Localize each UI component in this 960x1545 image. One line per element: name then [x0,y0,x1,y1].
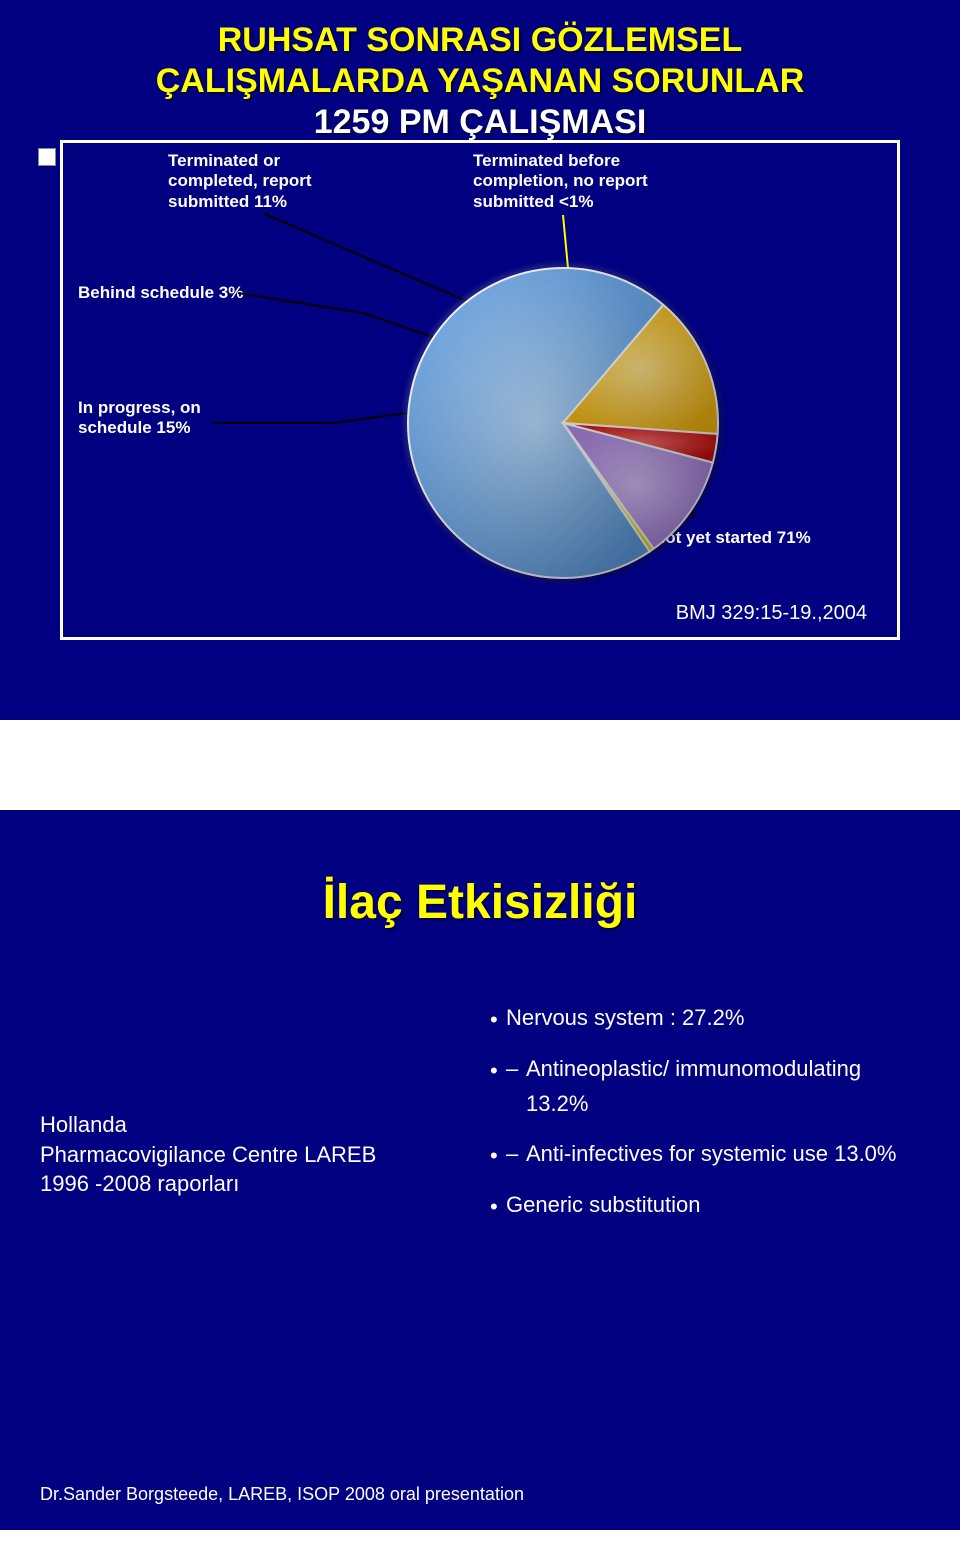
bullet-dot: • [490,1136,506,1173]
left-line-3: 1996 -2008 raporları [40,1169,376,1199]
legend-square [38,148,56,166]
slide1-title: RUHSAT SONRASI GÖZLEMSEL ÇALIŞMALARDA YA… [30,20,930,142]
slide2-left-block: Hollanda Pharmacovigilance Centre LAREB … [40,1110,376,1199]
bullet-dot: • [490,1187,506,1224]
title-line-1: RUHSAT SONRASI GÖZLEMSEL [30,20,930,61]
slide-2: İlaç Etkisizliği Hollanda Pharmacovigila… [0,810,960,1530]
title-line-2: ÇALIŞMALARDA YAŞANAN SORUNLAR [30,61,930,102]
bullet-dash: – [506,1136,526,1173]
bullet-text: Generic substitution [506,1187,920,1224]
bullet-0: •Nervous system : 27.2% [490,1000,920,1037]
slide-1: RUHSAT SONRASI GÖZLEMSEL ÇALIŞMALARDA YA… [0,0,960,720]
pie-chart [403,263,723,583]
left-line-1: Hollanda [40,1110,376,1140]
bullet-2: •–Anti-infectives for systemic use 13.0% [490,1136,920,1173]
slide2-bullets: •Nervous system : 27.2%•–Antineoplastic/… [490,1000,920,1238]
bullet-dash: – [506,1051,526,1121]
title-line-3: 1259 PM ÇALIŞMASI [30,102,930,143]
slide2-title: İlaç Etkisizliği [30,875,930,930]
bullet-text: Antineoplastic/ immunomodulating 13.2% [526,1051,920,1121]
bullet-dot: • [490,1051,506,1121]
pie-shadow [403,263,723,583]
bullet-1: •–Antineoplastic/ immunomodulating 13.2% [490,1051,920,1121]
bullet-text: Anti-infectives for systemic use 13.0% [526,1136,920,1173]
footnote: Dr.Sander Borgsteede, LAREB, ISOP 2008 o… [40,1484,524,1505]
pie-chart-container: Terminated or completed, report submitte… [60,140,900,640]
bullet-3: •Generic substitution [490,1187,920,1224]
bullet-text: Nervous system : 27.2% [506,1000,920,1037]
citation-text: BMJ 329:15-19.,2004 [676,602,867,625]
left-line-2: Pharmacovigilance Centre LAREB [40,1140,376,1170]
bullet-dot: • [490,1000,506,1037]
